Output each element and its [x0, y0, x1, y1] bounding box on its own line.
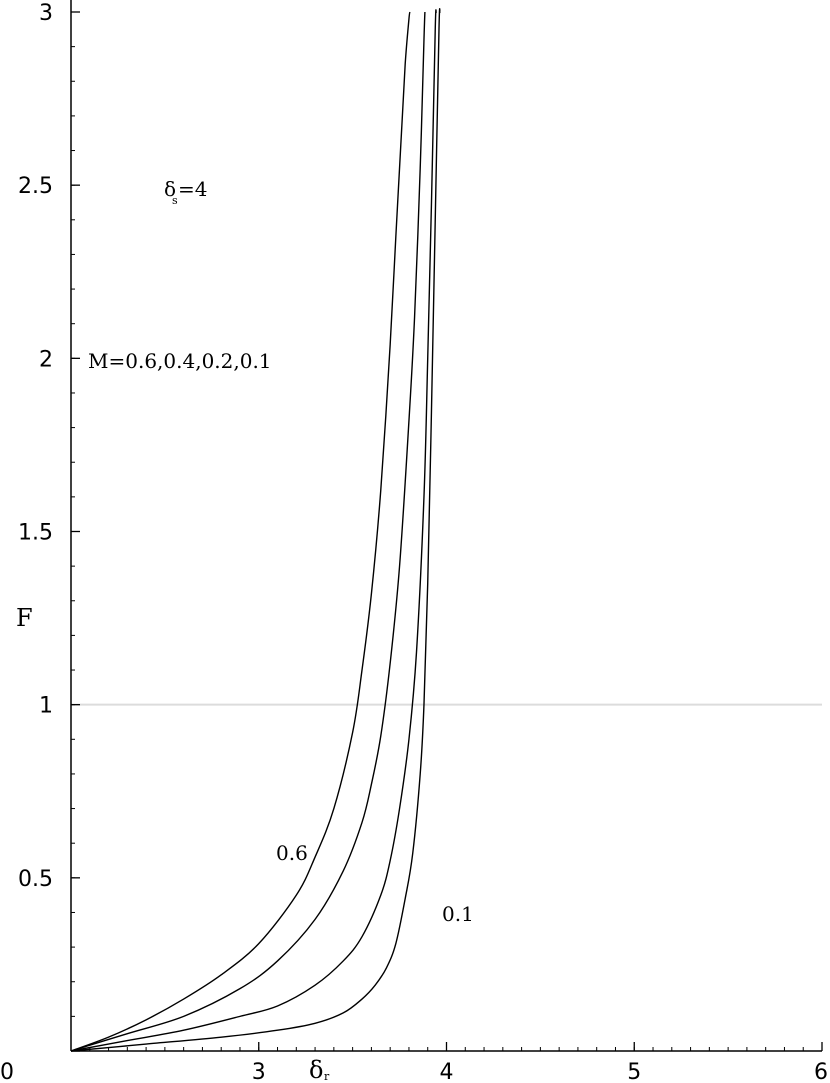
y-tick-label: 1.5	[18, 521, 53, 546]
series-line-m-0-4	[70, 11, 426, 1052]
curve-label-0-1: 0.1	[442, 902, 474, 926]
x-tick-label: 5	[627, 1060, 641, 1083]
series-line-m-0-2	[70, 9, 437, 1052]
y-tick-label: 2	[39, 347, 53, 372]
parameter-label-value: =4	[178, 177, 207, 201]
x-axis-label: δ	[309, 1056, 323, 1083]
y-axis-label: F	[16, 604, 33, 632]
y-tick-label: 0.5	[18, 867, 53, 892]
mass-values-label: M=0.6,0.4,0.2,0.1	[88, 349, 272, 373]
parameter-label-subscript: s	[172, 194, 178, 207]
x-tick-labels: 3 4 5 6	[252, 1060, 828, 1083]
series-line-m-0-6	[70, 11, 411, 1052]
series-group	[70, 8, 441, 1052]
y-tick-labels: 0.5 1 1.5 2 2.5 3	[18, 1, 53, 892]
x-major-ticks	[258, 1042, 823, 1051]
x-tick-label: 4	[440, 1060, 454, 1083]
y-tick-label: 2.5	[18, 174, 53, 199]
y-tick-label: 1	[39, 694, 53, 719]
curve-label-0-6: 0.6	[276, 841, 308, 865]
parameter-label-main: δ	[164, 177, 176, 201]
x-tick-label: 3	[252, 1060, 266, 1083]
x-axis-label-subscript: r	[324, 1070, 330, 1083]
origin-label: 0	[0, 1060, 14, 1083]
x-tick-label: 6	[814, 1060, 828, 1083]
y-tick-label: 3	[39, 1, 53, 26]
series-line-m-0-1	[70, 8, 441, 1052]
